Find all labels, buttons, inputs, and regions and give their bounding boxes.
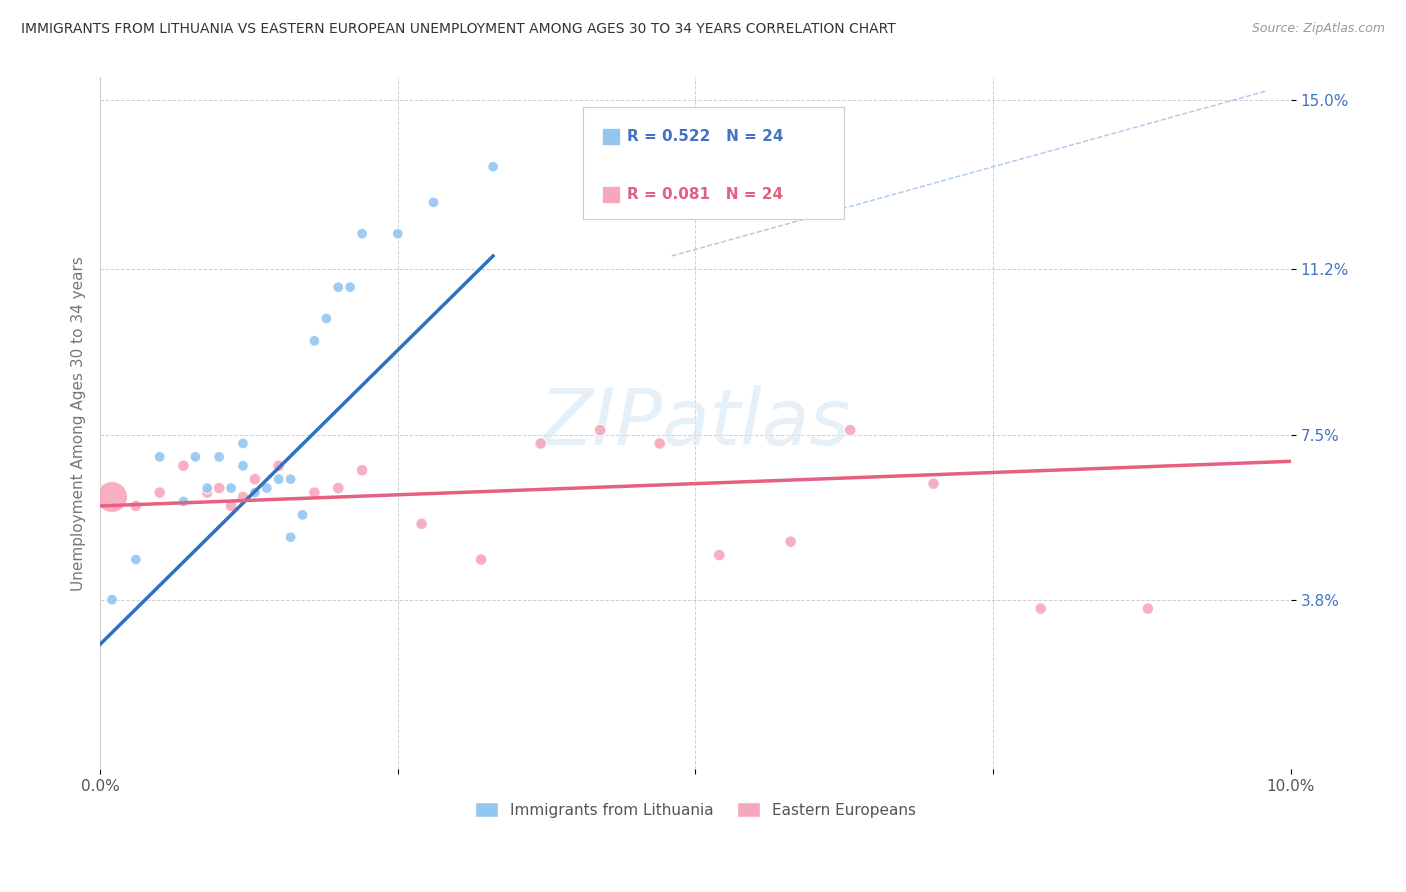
Point — [243, 485, 266, 500]
Point — [219, 499, 242, 513]
Point — [291, 508, 314, 522]
Point — [589, 423, 612, 437]
Point — [1136, 601, 1159, 615]
Legend: Immigrants from Lithuania, Eastern Europeans: Immigrants from Lithuania, Eastern Europ… — [470, 796, 922, 824]
Point — [184, 450, 207, 464]
Point — [422, 195, 444, 210]
Point — [779, 534, 801, 549]
Point — [328, 280, 350, 294]
Point — [195, 485, 218, 500]
Point — [243, 472, 266, 486]
Point — [470, 552, 492, 566]
Point — [172, 458, 194, 473]
Point — [482, 160, 505, 174]
Point — [101, 592, 124, 607]
Text: R = 0.081   N = 24: R = 0.081 N = 24 — [627, 187, 783, 202]
Point — [195, 481, 218, 495]
Point — [280, 530, 302, 544]
Point — [172, 494, 194, 508]
Point — [530, 436, 553, 450]
Text: Source: ZipAtlas.com: Source: ZipAtlas.com — [1251, 22, 1385, 36]
Point — [304, 334, 326, 348]
Point — [232, 490, 254, 504]
Text: ZIPatlas: ZIPatlas — [540, 385, 851, 461]
Point — [219, 481, 242, 495]
Point — [232, 436, 254, 450]
Point — [125, 552, 148, 566]
Point — [352, 463, 374, 477]
Point — [648, 436, 671, 450]
Point — [304, 485, 326, 500]
Point — [232, 458, 254, 473]
Y-axis label: Unemployment Among Ages 30 to 34 years: Unemployment Among Ages 30 to 34 years — [72, 256, 86, 591]
Point — [267, 472, 290, 486]
Point — [280, 472, 302, 486]
Point — [709, 548, 731, 562]
Point — [922, 476, 945, 491]
Point — [328, 481, 350, 495]
Point — [352, 227, 374, 241]
Point — [1029, 601, 1052, 615]
Point — [149, 485, 172, 500]
Text: IMMIGRANTS FROM LITHUANIA VS EASTERN EUROPEAN UNEMPLOYMENT AMONG AGES 30 TO 34 Y: IMMIGRANTS FROM LITHUANIA VS EASTERN EUR… — [21, 22, 896, 37]
Point — [339, 280, 361, 294]
Point — [387, 227, 409, 241]
Point — [208, 450, 231, 464]
Point — [411, 516, 433, 531]
Point — [315, 311, 337, 326]
Point — [256, 481, 278, 495]
Point — [125, 499, 148, 513]
Point — [149, 450, 172, 464]
Point — [101, 490, 124, 504]
Point — [208, 481, 231, 495]
Text: R = 0.522   N = 24: R = 0.522 N = 24 — [627, 129, 783, 144]
Point — [839, 423, 862, 437]
Point — [267, 458, 290, 473]
